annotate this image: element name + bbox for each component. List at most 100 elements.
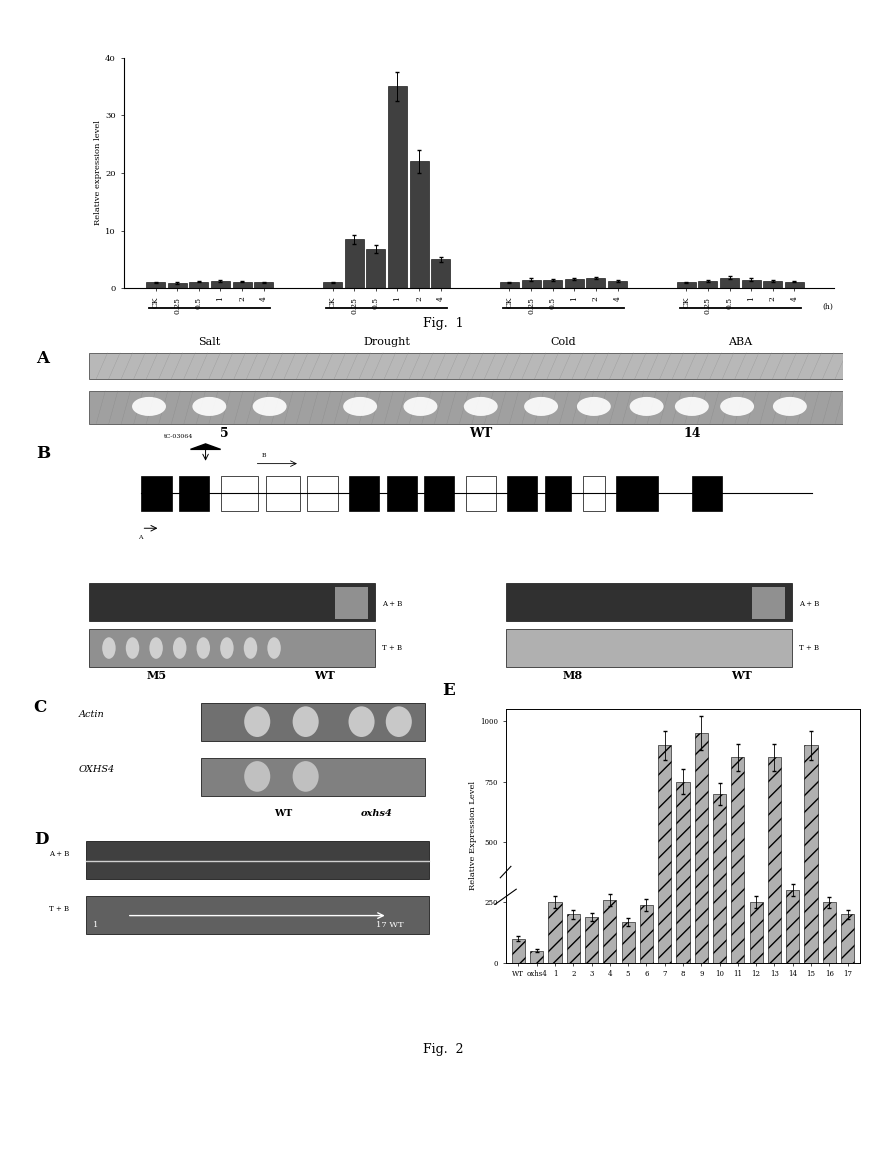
Text: C: C: [34, 699, 47, 716]
Bar: [763, 281, 781, 288]
Y-axis label: Relative expression level: Relative expression level: [94, 120, 102, 226]
Text: Fig.  1: Fig. 1: [423, 317, 463, 330]
Bar: [730, 758, 743, 963]
Bar: [785, 890, 798, 963]
Text: WT: WT: [314, 670, 335, 681]
Bar: [767, 758, 781, 963]
Ellipse shape: [244, 638, 257, 658]
Text: E: E: [441, 681, 454, 699]
Text: (h): (h): [821, 303, 832, 310]
Bar: [366, 249, 385, 288]
Text: OXHS4: OXHS4: [78, 766, 114, 774]
Bar: [201, 758, 424, 796]
Text: M5: M5: [146, 670, 166, 681]
Ellipse shape: [576, 397, 610, 416]
Ellipse shape: [292, 761, 318, 792]
Ellipse shape: [403, 397, 437, 416]
Text: B: B: [262, 453, 267, 458]
Bar: [530, 951, 542, 963]
Polygon shape: [190, 444, 221, 450]
Bar: [424, 476, 454, 511]
Bar: [621, 921, 634, 963]
Text: oxhs4: oxhs4: [361, 809, 392, 817]
Ellipse shape: [244, 707, 270, 737]
Ellipse shape: [463, 397, 497, 416]
Bar: [431, 259, 450, 288]
Bar: [142, 476, 172, 511]
Bar: [697, 281, 717, 288]
Bar: [201, 703, 424, 741]
Bar: [511, 939, 525, 963]
Ellipse shape: [192, 397, 226, 416]
Text: T + B: T + B: [798, 645, 818, 653]
Text: Salt: Salt: [198, 337, 221, 347]
Text: Drought: Drought: [362, 337, 409, 347]
Text: Fig.  2: Fig. 2: [423, 1043, 463, 1056]
Bar: [507, 476, 537, 511]
Ellipse shape: [524, 397, 557, 416]
Bar: [749, 903, 762, 963]
Bar: [179, 476, 209, 511]
Ellipse shape: [132, 397, 166, 416]
Bar: [505, 630, 791, 666]
Bar: [741, 280, 760, 288]
Text: WT: WT: [730, 670, 751, 681]
Ellipse shape: [253, 397, 286, 416]
Bar: [712, 793, 726, 963]
Text: T + B: T + B: [49, 905, 68, 913]
Text: Actin: Actin: [78, 710, 104, 719]
Bar: [602, 900, 616, 963]
Text: 5: 5: [220, 427, 229, 439]
Bar: [548, 903, 561, 963]
Text: WT: WT: [469, 427, 492, 439]
Text: tC-03064: tC-03064: [164, 435, 193, 439]
Bar: [694, 733, 707, 963]
Bar: [167, 284, 187, 288]
Text: A: A: [137, 535, 142, 541]
Bar: [409, 161, 428, 288]
Ellipse shape: [385, 707, 411, 737]
Bar: [521, 280, 540, 288]
Bar: [89, 391, 842, 423]
Ellipse shape: [267, 638, 281, 658]
Bar: [616, 476, 657, 511]
Bar: [89, 353, 842, 379]
Text: 14: 14: [682, 427, 700, 439]
Bar: [86, 842, 428, 880]
Text: B: B: [35, 445, 50, 462]
Bar: [89, 630, 375, 666]
Bar: [505, 583, 791, 620]
Bar: [544, 476, 571, 511]
Bar: [582, 476, 604, 511]
Ellipse shape: [102, 638, 115, 658]
Bar: [822, 903, 835, 963]
Ellipse shape: [126, 638, 139, 658]
Bar: [719, 278, 738, 288]
Ellipse shape: [149, 638, 163, 658]
Text: A + B: A + B: [798, 600, 818, 608]
Bar: [840, 914, 853, 963]
Ellipse shape: [292, 707, 318, 737]
Ellipse shape: [719, 397, 753, 416]
Text: M8: M8: [563, 670, 582, 681]
Bar: [691, 476, 721, 511]
Bar: [586, 278, 605, 288]
Ellipse shape: [348, 707, 374, 737]
Bar: [608, 281, 626, 288]
Bar: [387, 86, 407, 288]
Ellipse shape: [343, 397, 377, 416]
Ellipse shape: [674, 397, 708, 416]
Text: A + B: A + B: [49, 850, 69, 858]
Bar: [232, 282, 252, 288]
Bar: [307, 476, 337, 511]
Text: D: D: [34, 831, 48, 849]
Ellipse shape: [629, 397, 663, 416]
Text: ABA: ABA: [727, 337, 751, 347]
Bar: [386, 476, 416, 511]
Bar: [676, 282, 696, 288]
Bar: [146, 282, 165, 288]
Bar: [266, 476, 299, 511]
Bar: [542, 280, 562, 288]
Text: A: A: [35, 351, 49, 367]
Text: 1: 1: [93, 920, 98, 928]
